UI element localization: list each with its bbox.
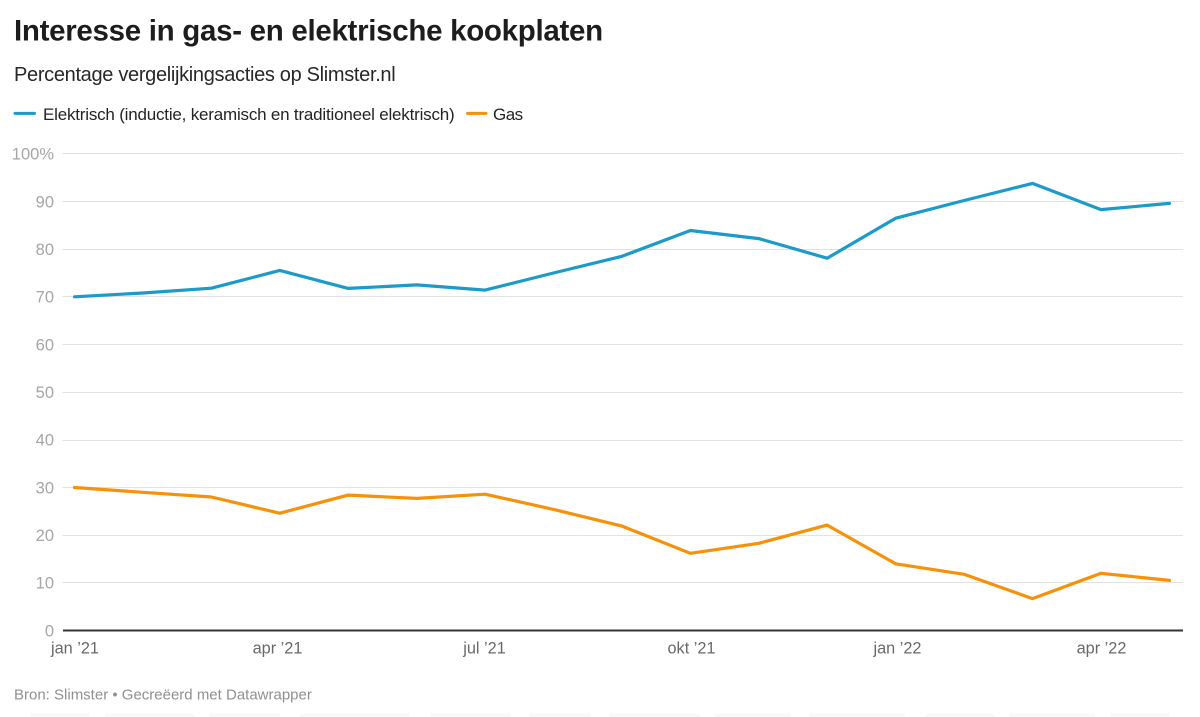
svg-text:Elektrisch (inductie, keramisc: Elektrisch (inductie, keramisch en tradi… — [43, 105, 454, 124]
svg-text:0: 0 — [45, 622, 54, 640]
svg-text:Gas: Gas — [493, 105, 523, 124]
svg-text:70: 70 — [36, 289, 54, 307]
svg-text:40: 40 — [36, 432, 54, 450]
svg-text:jul ’21: jul ’21 — [462, 639, 506, 657]
svg-text:jan ’21: jan ’21 — [50, 639, 99, 657]
svg-text:10: 10 — [36, 575, 54, 593]
svg-text:100%: 100% — [12, 146, 55, 164]
svg-text:jan ’22: jan ’22 — [873, 639, 922, 657]
svg-text:50: 50 — [36, 384, 54, 402]
svg-text:20: 20 — [36, 527, 54, 545]
svg-text:apr ’22: apr ’22 — [1077, 639, 1127, 657]
svg-text:30: 30 — [36, 479, 54, 497]
svg-text:okt ’21: okt ’21 — [668, 639, 716, 657]
svg-text:Interesse in gas- en elektrisc: Interesse in gas- en elektrische kookpla… — [14, 15, 603, 48]
svg-text:Bron: Slimster • Gecreëerd met: Bron: Slimster • Gecreëerd met Datawrapp… — [14, 687, 312, 704]
svg-text:Percentage vergelijkingsacties: Percentage vergelijkingsacties op Slimst… — [14, 64, 395, 86]
svg-text:80: 80 — [36, 241, 54, 259]
svg-text:apr ’21: apr ’21 — [253, 639, 303, 657]
svg-text:90: 90 — [36, 193, 54, 211]
svg-text:60: 60 — [36, 336, 54, 354]
